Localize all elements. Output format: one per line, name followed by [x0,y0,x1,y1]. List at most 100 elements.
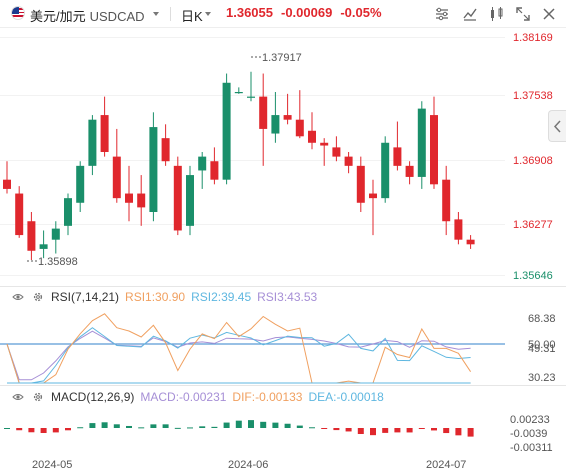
indicator-icon[interactable] [461,5,479,23]
macd-bar [89,423,96,428]
macd-bar [321,428,328,429]
candle-body [3,179,11,189]
low-value: 1.35898 [38,256,78,268]
macd-bar [443,428,450,434]
macd-bar [101,422,108,428]
macd-bar [345,428,352,432]
macd-bar [394,428,401,433]
macd-bar [138,427,145,429]
macd-bar [418,428,425,429]
macd-bar [223,422,230,428]
candle-body [247,96,255,98]
macd-bar [211,426,218,428]
side-panel-toggle[interactable] [548,110,566,142]
candle-body [173,165,182,231]
macd-bar [52,428,59,433]
high-value: 1.37917 [262,52,302,64]
rsi2-value: RSI2:39.45 [191,290,252,304]
candle-body [332,147,341,157]
macd-bar [260,421,267,428]
macd-bar [40,428,47,433]
candle-body [369,193,377,199]
rsi2-line [6,327,471,384]
macd-header: MACD(12,26,9) MACD:-0.00231 DIF:-0.00133… [0,388,384,406]
period-selector[interactable]: 日K [181,9,203,24]
low-annotation: 1.35898 [27,256,78,268]
candle-body [442,179,451,222]
candles [3,71,475,260]
candle-body [454,219,463,240]
candle-body [112,156,121,199]
candle-body [271,115,280,134]
macd-bar [16,428,23,431]
candle-body [125,193,133,203]
fullscreen-icon[interactable] [514,5,532,23]
settings-sliders-icon[interactable] [433,5,451,23]
macd-bar [370,428,376,436]
rsi1-line [6,313,472,384]
pair-symbol: USDCAD [89,9,145,24]
macd-bar [113,424,120,428]
candle-body [27,221,36,251]
rsi3-line [6,330,471,381]
candle-body [356,165,365,203]
compare-icon[interactable] [488,5,506,23]
macd-bar [309,427,315,429]
price-grid [0,37,505,276]
candle-body [15,193,24,236]
candle-body [222,82,231,180]
rsi-panel: 68.38 50.00 49.31 30.23 [0,313,556,384]
macd-bar [467,428,474,437]
pair-name: 美元/加元 [30,9,86,24]
gear-icon[interactable] [32,291,44,303]
macd-bar [248,420,254,428]
candle-body [100,115,109,152]
rsi-tick-high: 68.38 [528,313,556,325]
rsi-tick-mid: 49.31 [528,343,556,355]
candle-body [149,127,158,212]
chevron-down-icon[interactable] [205,12,211,16]
macd-bar [126,425,132,428]
divider [170,7,171,21]
macd-bar [235,420,242,428]
gear-icon[interactable] [32,391,44,403]
rsi-tick-50: 50.00 [528,339,556,351]
dea-value: DEA:-0.00018 [308,390,384,404]
macd-panel: 0.00233 -0.0039 -0.00311 [4,382,553,454]
macd-bar [431,428,437,431]
macd-tick-high: 0.00233 [510,414,550,426]
macd-bar [187,427,193,429]
us-flag-icon [11,6,25,20]
symbol-selector[interactable]: 美元/加元 USDCAD [30,6,145,25]
macd-tick-low: -0.00311 [510,442,553,454]
candlestick-chart[interactable]: 1.37917 1.35898 1.38169 1.37538 1.36908 … [0,28,566,473]
price-quote: 1.36055 -0.00069 -0.05% [226,5,390,20]
candle-body [430,115,438,185]
time-tick-2: 2024-06 [228,459,268,471]
macd-bar [284,423,291,428]
eye-icon[interactable] [12,391,24,403]
candle-body [405,165,414,177]
macd-bar [77,427,84,429]
chevron-down-icon[interactable] [153,12,159,16]
macd-bar [357,428,364,435]
price-change-pct: -0.05% [340,5,382,20]
macd-histogram [4,420,474,437]
candle-body [234,92,243,94]
candle-body [76,165,85,203]
last-price: 1.36055 [226,5,273,20]
candle-body [259,96,268,129]
macd-title: MACD(12,26,9) [51,390,135,404]
candle-body [295,119,304,137]
candle-body [417,108,426,177]
eye-icon[interactable] [12,291,24,303]
candle-body [88,119,97,166]
macd-bar [150,424,157,428]
rsi1-value: RSI1:30.90 [125,290,186,304]
close-icon[interactable] [540,5,558,23]
candle-body [393,147,402,166]
candle-body [308,130,316,143]
macd-bar [272,422,279,428]
macd-bar [455,428,462,436]
dif-value: DIF:-0.00133 [232,390,303,404]
